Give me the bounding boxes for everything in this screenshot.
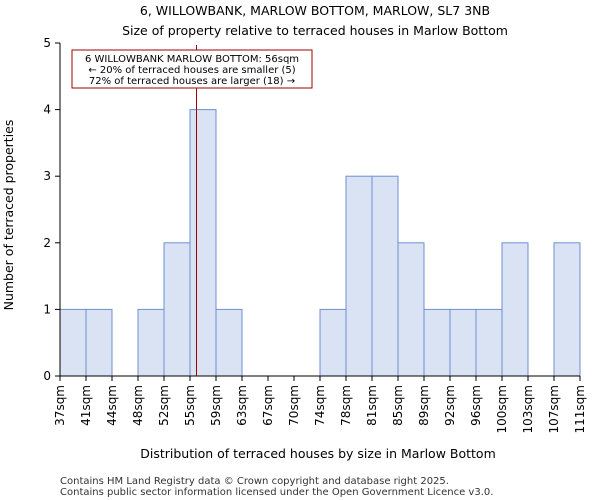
- x-tick-label: 63sqm: [235, 385, 249, 426]
- y-tick-label: 5: [43, 36, 51, 50]
- bar-100sqm: [501, 242, 529, 377]
- y-axis-label: Number of terraced properties: [1, 120, 16, 311]
- x-tick-label: 111sqm: [573, 385, 587, 433]
- bar-74sqm: [319, 308, 347, 377]
- footer-line-1: Contains HM Land Registry data © Crown c…: [60, 476, 449, 487]
- bar-81sqm: [371, 175, 399, 377]
- bar-55sqm: [189, 109, 217, 377]
- x-tick-label: 70sqm: [287, 385, 301, 426]
- bar-78sqm: [345, 175, 373, 377]
- bar-107sqm: [553, 242, 581, 377]
- x-tick-label: 100sqm: [495, 385, 509, 433]
- x-tick-label: 107sqm: [547, 385, 561, 433]
- x-tick-label: 59sqm: [209, 385, 223, 426]
- x-tick-label: 74sqm: [313, 385, 327, 426]
- x-ticks: 37sqm 41sqm 44sqm 48sqm 52sqm 55sqm 59sqm 63sqm…: [53, 376, 587, 433]
- bar-59sqm: [215, 308, 243, 377]
- x-tick-label: 103sqm: [521, 385, 535, 433]
- x-tick-label: 55sqm: [183, 385, 197, 426]
- bar-41sqm: [85, 308, 113, 377]
- x-tick-label: 78sqm: [339, 385, 353, 426]
- x-tick-label: 37sqm: [53, 385, 67, 426]
- y-tick-label: 0: [43, 369, 51, 383]
- footer-line-2: Contains public sector information licen…: [60, 487, 493, 498]
- x-axis-label: Distribution of terraced houses by size …: [140, 446, 496, 461]
- x-tick-label: 81sqm: [365, 385, 379, 426]
- bar-52sqm: [163, 242, 191, 377]
- chart-subtitle: Size of property relative to terraced ho…: [122, 23, 508, 38]
- bar-37sqm: [59, 308, 87, 377]
- y-tick-label: 4: [43, 103, 51, 117]
- y-tick-label: 2: [43, 236, 51, 250]
- bar-89sqm: [423, 308, 451, 377]
- chart-title: 6, WILLOWBANK, MARLOW BOTTOM, MARLOW, SL…: [140, 3, 490, 18]
- annotation-box: 6 WILLOWBANK MARLOW BOTTOM: 56sqm ← 20% …: [71, 49, 313, 89]
- x-tick-label: 92sqm: [443, 385, 457, 426]
- bars-group: [59, 109, 581, 377]
- bar-48sqm: [137, 308, 165, 377]
- annotation-line-2: ← 20% of terraced houses are smaller (5): [88, 65, 295, 76]
- y-tick-label: 1: [43, 302, 51, 316]
- x-tick-label: 52sqm: [157, 385, 171, 426]
- x-tick-label: 48sqm: [131, 385, 145, 426]
- annotation-line-3: 72% of terraced houses are larger (18) →: [89, 76, 295, 87]
- x-tick-label: 67sqm: [261, 385, 275, 426]
- x-tick-label: 89sqm: [417, 385, 431, 426]
- x-tick-label: 41sqm: [79, 385, 93, 426]
- bar-85sqm: [397, 242, 425, 377]
- bar-96sqm: [475, 308, 503, 377]
- x-tick-label: 44sqm: [105, 385, 119, 426]
- y-ticks: 0 1 2 3 4 5: [43, 36, 60, 383]
- x-tick-label: 85sqm: [391, 385, 405, 426]
- x-tick-label: 96sqm: [469, 385, 483, 426]
- y-tick-label: 3: [43, 169, 51, 183]
- annotation-line-1: 6 WILLOWBANK MARLOW BOTTOM: 56sqm: [85, 54, 299, 65]
- bar-92sqm: [449, 308, 477, 377]
